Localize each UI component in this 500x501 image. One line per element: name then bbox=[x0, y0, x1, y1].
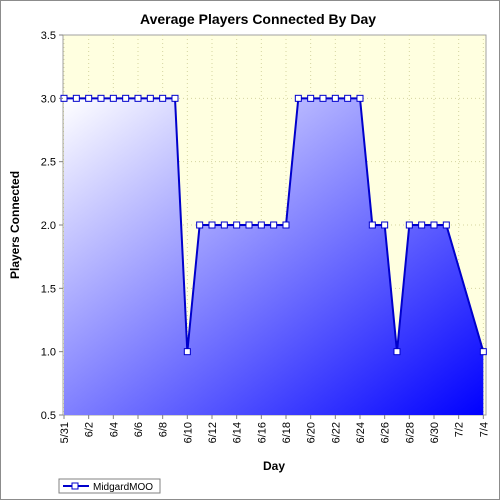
data-point bbox=[307, 94, 315, 102]
marker-layer bbox=[60, 94, 487, 356]
y-tick-label: 1.0 bbox=[41, 347, 56, 359]
data-point bbox=[282, 221, 290, 229]
y-tick-label: 0.5 bbox=[41, 410, 56, 422]
legend-box bbox=[58, 478, 161, 494]
x-tick-label: 6/24 bbox=[355, 422, 367, 443]
y-tick-label: 3.0 bbox=[41, 93, 56, 105]
chart-title: Average Players Connected By Day bbox=[140, 11, 376, 27]
y-axis-title: Players Connected bbox=[8, 171, 22, 279]
x-tick-label: 6/28 bbox=[404, 422, 416, 443]
data-point bbox=[344, 94, 352, 102]
y-tick-label: 2.0 bbox=[41, 220, 56, 232]
data-point bbox=[405, 221, 413, 229]
data-point bbox=[319, 94, 327, 102]
x-tick-label: 6/10 bbox=[182, 422, 194, 443]
x-tick-label: 5/31 bbox=[59, 422, 71, 443]
x-tick-label: 6/14 bbox=[232, 422, 244, 443]
x-axis-title: Day bbox=[263, 459, 285, 473]
data-point bbox=[208, 221, 216, 229]
data-point bbox=[270, 221, 278, 229]
x-tick-label: 6/20 bbox=[306, 422, 318, 443]
y-tick-label: 3.5 bbox=[41, 30, 56, 42]
data-point bbox=[220, 221, 228, 229]
x-tick-label: 7/4 bbox=[478, 422, 490, 437]
data-point bbox=[159, 94, 167, 102]
x-tick-label: 6/18 bbox=[281, 422, 293, 443]
data-point bbox=[85, 94, 93, 102]
data-point bbox=[418, 221, 426, 229]
data-point bbox=[196, 221, 204, 229]
data-point bbox=[294, 94, 302, 102]
x-tick-label: 7/2 bbox=[454, 422, 466, 437]
x-tick-label: 6/30 bbox=[429, 422, 441, 443]
data-point bbox=[146, 94, 154, 102]
data-point bbox=[72, 94, 80, 102]
y-axis-ticks: 0.5 1.0 1.5 2.0 2.5 3.0 3.5 bbox=[41, 30, 63, 422]
data-point bbox=[368, 221, 376, 229]
x-tick-label: 6/12 bbox=[207, 422, 219, 443]
legend: MidgardMOO bbox=[58, 478, 161, 494]
data-point bbox=[393, 348, 401, 356]
series-area-fill bbox=[64, 98, 484, 415]
data-point bbox=[381, 221, 389, 229]
legend-label: MidgardMOO bbox=[93, 482, 153, 493]
data-point bbox=[442, 221, 450, 229]
x-axis-ticks: 5/31 6/2 6/4 6/6 6/8 6/10 6/12 6/14 6/16 6/18 6/20… bbox=[59, 415, 490, 443]
data-point bbox=[430, 221, 438, 229]
x-tick-label: 6/6 bbox=[133, 422, 145, 437]
data-point bbox=[356, 94, 364, 102]
data-point bbox=[331, 94, 339, 102]
x-tick-label: 6/4 bbox=[108, 422, 120, 437]
y-tick-label: 1.5 bbox=[41, 283, 56, 295]
x-tick-label: 6/16 bbox=[256, 422, 268, 443]
data-point bbox=[245, 221, 253, 229]
legend-marker-swatch bbox=[71, 482, 79, 490]
data-point bbox=[479, 348, 487, 356]
data-point bbox=[134, 94, 142, 102]
data-point bbox=[183, 348, 191, 356]
data-point bbox=[233, 221, 241, 229]
data-point bbox=[109, 94, 117, 102]
x-tick-label: 6/26 bbox=[380, 422, 392, 443]
x-tick-label: 6/2 bbox=[84, 422, 96, 437]
data-point bbox=[257, 221, 265, 229]
data-point bbox=[171, 94, 179, 102]
y-tick-label: 2.5 bbox=[41, 157, 56, 169]
x-tick-label: 6/22 bbox=[330, 422, 342, 443]
x-tick-label: 6/8 bbox=[158, 422, 170, 437]
data-point bbox=[97, 94, 105, 102]
data-point bbox=[122, 94, 130, 102]
